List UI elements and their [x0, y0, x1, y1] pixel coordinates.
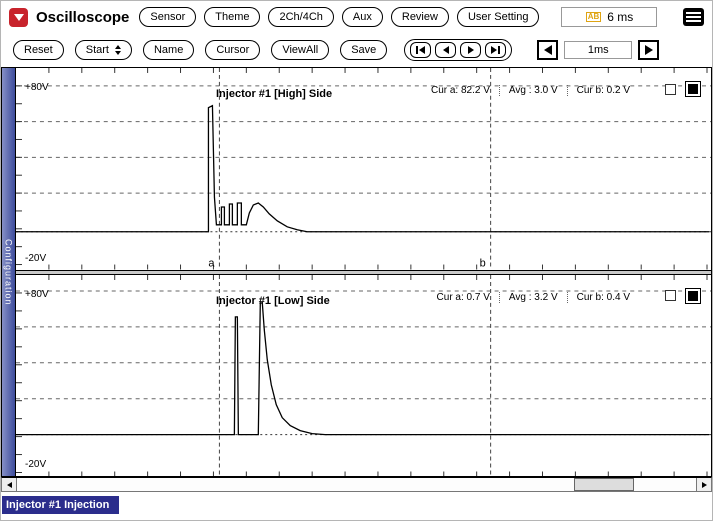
name-button[interactable]: Name — [142, 40, 195, 60]
aux-button[interactable]: Aux — [341, 7, 383, 27]
timebase-increase-button[interactable] — [638, 40, 660, 60]
configuration-tab[interactable]: Configuration — [2, 68, 16, 476]
channel-2-waveform-plot[interactable] — [16, 274, 711, 477]
right-triangle-icon — [701, 481, 707, 488]
channel-readouts: Cur a: 82.2 V Avg : 3.0 V Cur b: 0.2 V — [422, 85, 639, 96]
status-label: Injector #1 Injection — [2, 496, 120, 514]
voltage-min-label: -20V — [25, 252, 47, 264]
start-label: Start — [85, 44, 109, 56]
cursor-button[interactable]: Cursor — [205, 40, 261, 60]
channel-readouts: Cur a: 0.7 V Avg : 3.2 V Cur b: 0.4 V — [428, 291, 639, 303]
cursor-a-readout: Cur a: 82.2 V — [430, 85, 490, 96]
scroll-right-button[interactable] — [696, 478, 711, 491]
scroll-thumb[interactable] — [573, 478, 634, 491]
left-triangle-icon — [543, 45, 552, 55]
channel-2: +80V -20V Injector #1 [Low] Side Cur a: … — [16, 274, 711, 477]
down-triangle-icon — [13, 13, 24, 21]
menu-button[interactable] — [683, 8, 704, 26]
save-button[interactable]: Save — [340, 40, 388, 60]
start-spinner-icon — [114, 45, 121, 55]
scroll-left-button[interactable] — [2, 478, 17, 491]
scroll-track[interactable] — [17, 478, 696, 491]
channel-checkbox[interactable] — [665, 83, 676, 95]
timebase-control: 1ms — [537, 40, 660, 60]
bar-icon — [416, 46, 419, 54]
channel-title: Injector #1 [High] Side — [216, 88, 333, 100]
configuration-tab-label: Configuration — [3, 238, 14, 306]
review-button[interactable]: Review — [390, 7, 449, 27]
left-triangle-icon — [419, 46, 426, 54]
left-triangle-icon — [442, 46, 449, 54]
skip-start-button[interactable] — [410, 42, 432, 58]
cursor-b-readout: Cur b: 0.4 V — [566, 291, 639, 303]
average-readout: Avg : 3.2 V — [498, 291, 567, 303]
transport-controls — [404, 39, 513, 61]
theme-button[interactable]: Theme — [204, 7, 261, 27]
toolbar: Reset Start Name Cursor ViewAll Save 1ms — [1, 33, 712, 67]
right-triangle-icon — [467, 46, 474, 54]
step-forward-button[interactable] — [460, 42, 482, 58]
user-setting-button[interactable]: User Setting — [456, 7, 540, 27]
cursor-b-readout: Cur b: 0.2 V — [566, 85, 639, 96]
sensor-button[interactable]: Sensor — [139, 7, 197, 27]
menu-line — [686, 20, 701, 22]
right-triangle-icon — [644, 45, 653, 55]
channel-title: Injector #1 [Low] Side — [216, 294, 330, 307]
step-back-button[interactable] — [435, 42, 457, 58]
svg-text:a: a — [208, 258, 215, 270]
cursor-ab-time-display: AB 6 ms — [561, 7, 658, 27]
statusbar: Injector #1 Injection — [1, 495, 712, 514]
start-button[interactable]: Start — [74, 40, 132, 60]
viewall-button[interactable]: ViewAll — [271, 40, 330, 60]
channel-checkbox[interactable] — [665, 290, 676, 301]
voltage-max-label: +80V — [25, 288, 49, 300]
channel-divider — [16, 269, 711, 275]
skip-end-button[interactable] — [485, 42, 507, 58]
average-readout: Avg : 3.0 V — [498, 85, 567, 96]
menu-line — [686, 16, 701, 18]
titlebar: Oscilloscope Sensor Theme 2Ch/4Ch Aux Re… — [1, 1, 712, 33]
right-triangle-icon — [491, 46, 498, 54]
reset-button[interactable]: Reset — [13, 40, 64, 60]
app-title: Oscilloscope — [36, 8, 130, 26]
app-logo-icon — [9, 7, 28, 27]
svg-text:b: b — [480, 258, 486, 270]
cursor-ab-icon: AB — [585, 12, 602, 22]
left-triangle-icon — [6, 481, 12, 488]
timebase-value: 1ms — [564, 41, 633, 59]
horizontal-scrollbar — [1, 477, 712, 492]
voltage-min-label: -20V — [25, 459, 47, 470]
timebase-decrease-button[interactable] — [537, 40, 559, 60]
channel-mode-button[interactable]: 2Ch/4Ch — [268, 7, 334, 27]
menu-line — [686, 12, 701, 14]
voltage-max-label: +80V — [25, 82, 49, 93]
ab-time-value: 6 ms — [607, 10, 634, 24]
channel-toggles — [665, 287, 701, 304]
bar-icon — [498, 46, 501, 54]
channel-active-indicator[interactable] — [685, 287, 701, 304]
channel-toggles — [665, 81, 701, 97]
cursor-a-readout: Cur a: 0.7 V — [436, 291, 490, 303]
channel-active-indicator[interactable] — [685, 81, 701, 97]
